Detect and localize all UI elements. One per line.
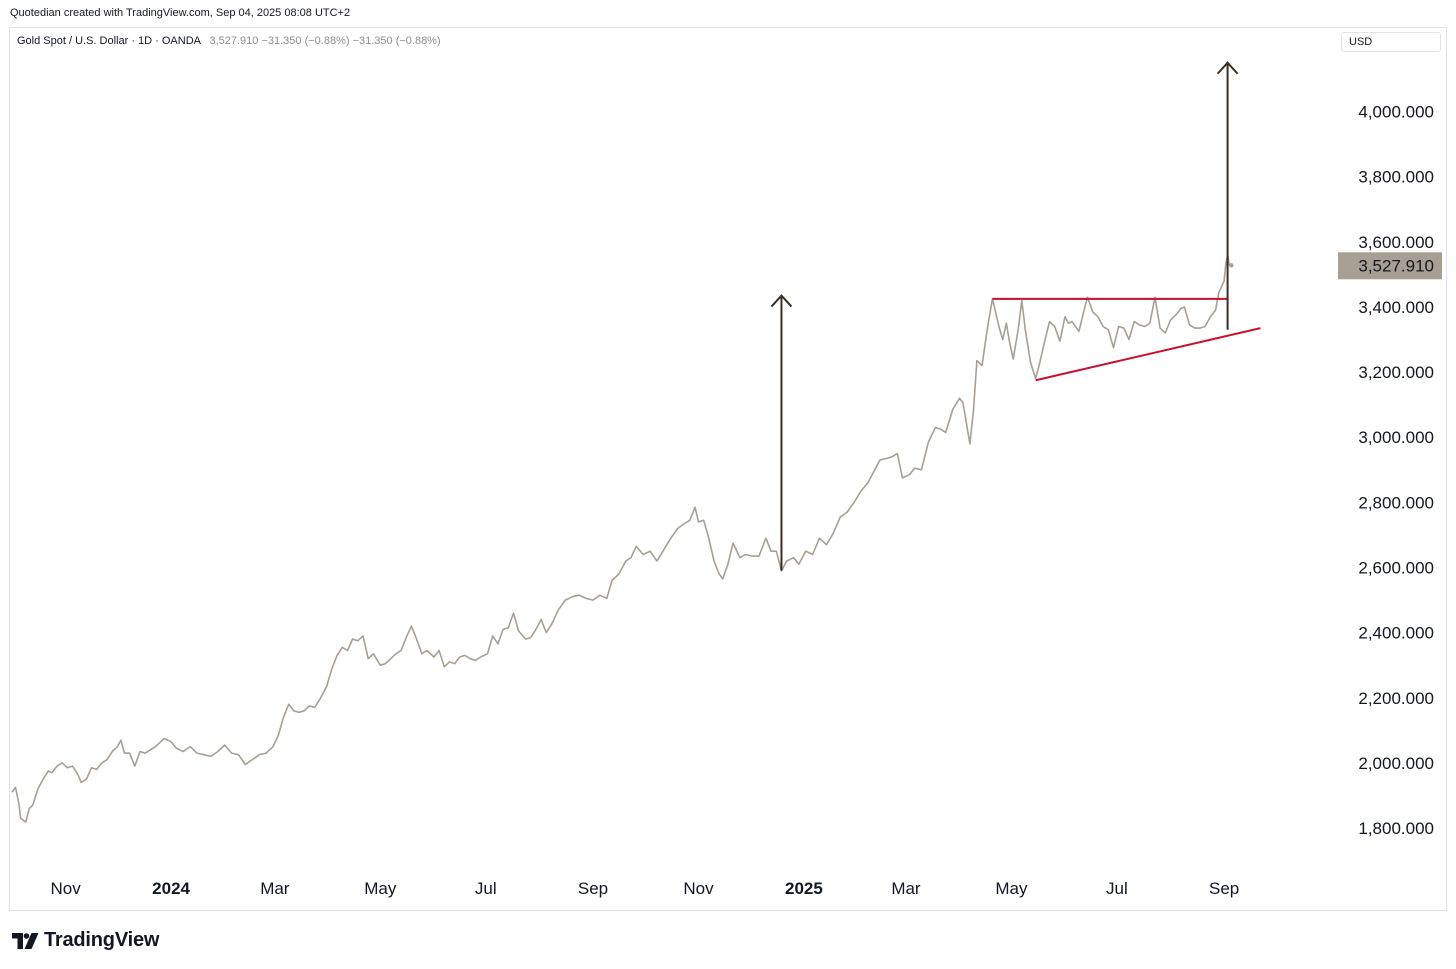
y-tick-label: 3,800.000 bbox=[1358, 168, 1434, 187]
last-price-label-bg bbox=[1338, 252, 1442, 280]
x-tick-label: Sep bbox=[1209, 879, 1239, 898]
chart-credit: Quotedian created with TradingView.com, … bbox=[10, 7, 351, 19]
y-tick-label: 3,200.000 bbox=[1358, 363, 1434, 382]
chart-frame bbox=[9, 27, 1447, 911]
tradingview-logo[interactable]: TradingView bbox=[12, 929, 159, 952]
x-tick-label: May bbox=[995, 879, 1028, 898]
x-tick-label: 2025 bbox=[785, 879, 823, 898]
y-tick-label: 3,000.000 bbox=[1358, 428, 1434, 447]
y-tick-label: 2,800.000 bbox=[1358, 493, 1434, 512]
symbol-title: Gold Spot / U.S. Dollar · 1D · OANDA bbox=[17, 35, 201, 47]
x-tick-label: Jul bbox=[475, 879, 497, 898]
y-tick-label: 2,000.000 bbox=[1358, 754, 1434, 773]
support-line bbox=[1035, 327, 1261, 382]
x-tick-label: Nov bbox=[50, 879, 81, 898]
y-tick-label: 2,600.000 bbox=[1358, 558, 1434, 577]
arrow-head bbox=[1216, 61, 1239, 75]
y-tick-label: 4,000.000 bbox=[1358, 103, 1434, 122]
price-line bbox=[11, 254, 1231, 823]
target-arrow-1 bbox=[770, 294, 793, 571]
target-arrow-2 bbox=[1216, 61, 1239, 330]
last-price-label: 3,527.910 bbox=[1338, 252, 1442, 280]
currency-button[interactable]: USD bbox=[1341, 32, 1441, 52]
x-tick-label: Mar bbox=[260, 879, 290, 898]
y-tick-label: 3,600.000 bbox=[1358, 233, 1434, 252]
last-price-label-text: 3,527.910 bbox=[1358, 256, 1434, 275]
x-tick-label: Mar bbox=[891, 879, 921, 898]
y-tick-label: 1,800.000 bbox=[1358, 819, 1434, 838]
y-tick-label: 3,400.000 bbox=[1358, 298, 1434, 317]
x-tick-label: May bbox=[364, 879, 397, 898]
tradingview-logo-icon bbox=[12, 932, 39, 949]
last-price-dot bbox=[1229, 263, 1234, 268]
tradingview-logo-text: TradingView bbox=[44, 929, 160, 951]
arrow-head bbox=[770, 294, 793, 308]
y-tick-label: 2,200.000 bbox=[1358, 689, 1434, 708]
y-tick-label: 2,400.000 bbox=[1358, 624, 1434, 643]
legend-values: 3,527.910 −31.350 (−0.88%) −31.350 (−0.8… bbox=[209, 35, 441, 47]
chart-legend: Gold Spot / U.S. Dollar · 1D · OANDA 3,5… bbox=[17, 35, 441, 47]
x-tick-label: 2024 bbox=[152, 879, 190, 898]
x-tick-label: Nov bbox=[683, 879, 714, 898]
x-tick-label: Sep bbox=[578, 879, 608, 898]
x-tick-label: Jul bbox=[1106, 879, 1128, 898]
